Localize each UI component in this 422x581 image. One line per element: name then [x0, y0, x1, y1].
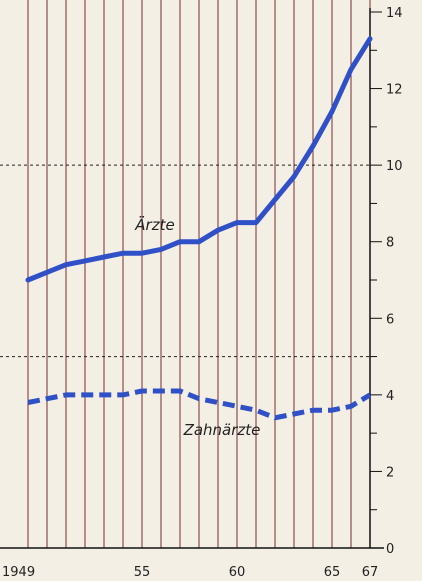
y-tick-label: 12 — [386, 83, 403, 98]
y-tick-label: 2 — [386, 465, 394, 480]
horizontal-gridlines — [0, 164, 370, 358]
y-tick-label: 6 — [386, 312, 394, 327]
series-labels: Ärzte Zahnärzte — [134, 215, 260, 439]
y-tick-label: 4 — [386, 389, 394, 404]
y-tick-label: 10 — [386, 159, 403, 174]
series-line-0 — [25, 36, 373, 283]
x-tick-label: 55 — [134, 565, 151, 580]
series-label-aerzte: Ärzte — [134, 215, 174, 234]
x-tick-label: 1949 — [2, 565, 35, 580]
series-lines — [25, 36, 373, 421]
series-line-1 — [27, 388, 372, 421]
x-tick-label: 67 — [362, 565, 379, 580]
y-tick-label: 8 — [386, 236, 394, 251]
y-tick-label: 14 — [386, 6, 403, 21]
x-tick-label: 60 — [229, 565, 246, 580]
y-axis-ticks: 0 2 4 6 8 10 12 14 — [370, 6, 403, 557]
x-tick-label: 65 — [324, 565, 341, 580]
series-label-zahnaerzte: Zahnärzte — [183, 421, 261, 439]
x-axis-ticks: 1949 55 60 65 67 — [2, 565, 378, 580]
y-tick-label: 0 — [386, 542, 394, 557]
axes — [0, 8, 384, 549]
vertical-gridlines — [27, 0, 371, 548]
